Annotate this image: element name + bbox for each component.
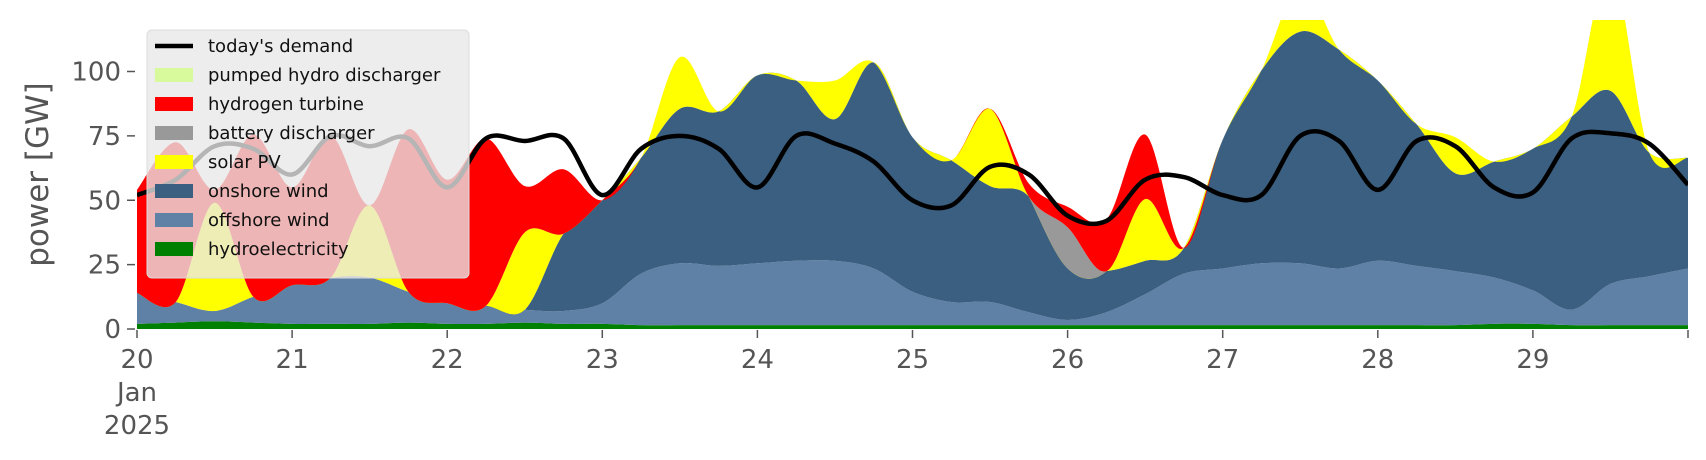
x-tick-label: 23: [586, 345, 619, 375]
legend-label-solar-pv: solar PV: [208, 152, 281, 173]
area-offshore-wind: [137, 260, 1688, 326]
x-tick-label: 24: [741, 345, 774, 375]
legend-swatch-hydroelectricity: [155, 242, 193, 256]
y-tick-label: 75: [88, 122, 121, 152]
x-tick-label: 29: [1516, 345, 1549, 375]
y-tick-label: 0: [104, 315, 121, 345]
legend-box: [146, 29, 470, 279]
x-tick-label: 22: [431, 345, 464, 375]
area-hydroelectricity: [137, 321, 1688, 329]
legend-swatch-onshore-wind: [155, 184, 193, 198]
legend-label-today-s-demand: today's demand: [208, 36, 353, 57]
legend-label-hydrogen-turbine: hydrogen turbine: [208, 94, 364, 115]
x-tick-label: 20: [120, 345, 153, 375]
y-tick-label: 25: [88, 251, 121, 281]
area-hydrogen-turbine: [137, 20, 1688, 311]
x-tick-label: 21: [276, 345, 309, 375]
x-tick-label: 28: [1361, 345, 1394, 375]
x-tick-sublabel: 2025: [104, 411, 170, 441]
x-tick-label: 27: [1206, 345, 1239, 375]
x-tick-label: 26: [1051, 345, 1084, 375]
legend-swatch-battery-discharger: [155, 126, 193, 140]
area-solar-pv: [137, 20, 1688, 315]
area-onshore-wind: [137, 31, 1688, 321]
legend-swatch-solar-pv: [155, 155, 193, 169]
legend-label-battery-discharger: battery discharger: [208, 123, 375, 144]
legend-label-offshore-wind: offshore wind: [208, 210, 330, 231]
y-tick-label: 100: [71, 58, 121, 88]
legend-swatch-pumped-hydro-discharger: [155, 68, 193, 82]
plot-area: [137, 20, 1688, 329]
legend-swatch-offshore-wind: [155, 213, 193, 227]
x-tick-sublabel: Jan: [115, 378, 157, 408]
legend: today's demand pumped hydro discharger hyd…: [146, 29, 470, 279]
y-tick-label: 50: [88, 186, 121, 216]
legend-label-onshore-wind: onshore wind: [208, 181, 329, 202]
y-axis-title: power [GW]: [20, 82, 56, 267]
legend-swatch-hydrogen-turbine: [155, 97, 193, 111]
legend-label-hydroelectricity: hydroelectricity: [208, 239, 349, 260]
x-tick-label: 25: [896, 345, 929, 375]
legend-label-pumped-hydro-discharger: pumped hydro discharger: [208, 65, 441, 86]
